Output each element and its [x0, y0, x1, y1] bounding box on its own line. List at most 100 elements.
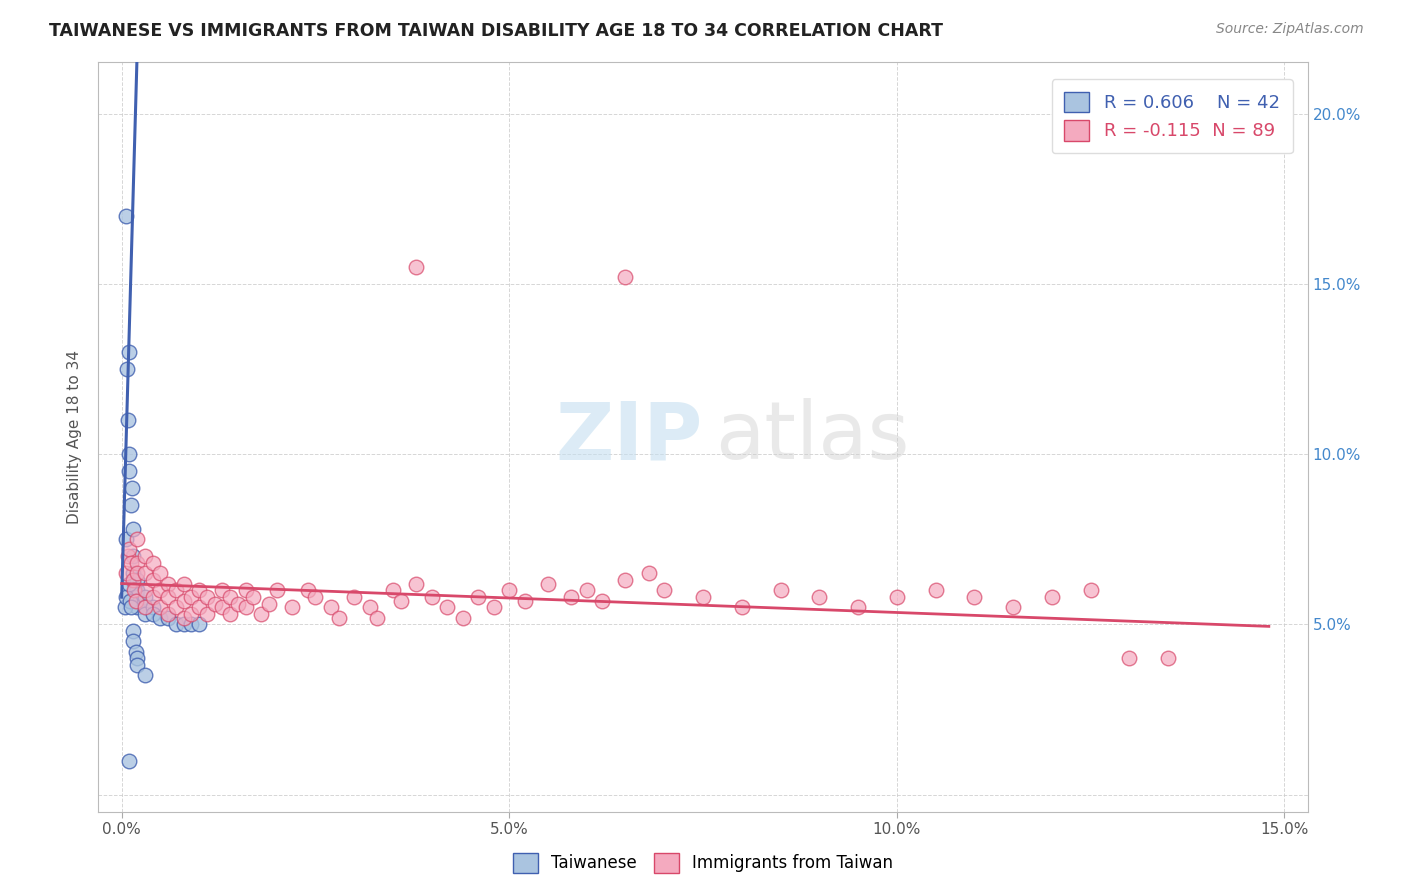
- Point: [127, 600, 149, 615]
- Point: [121, 522, 143, 536]
- Text: ZIP: ZIP: [555, 398, 703, 476]
- Point: [120, 498, 142, 512]
- Point: [134, 600, 156, 615]
- Point: [149, 600, 172, 615]
- Point: [614, 573, 637, 587]
- Text: Source: ZipAtlas.com: Source: ZipAtlas.com: [1216, 22, 1364, 37]
- Point: [204, 597, 226, 611]
- Point: [297, 583, 319, 598]
- Point: [188, 617, 211, 632]
- Point: [328, 610, 350, 624]
- Point: [127, 556, 149, 570]
- Point: [165, 617, 187, 632]
- Point: [157, 610, 180, 624]
- Point: [1002, 600, 1025, 615]
- Point: [124, 583, 146, 598]
- Point: [134, 549, 156, 564]
- Point: [134, 668, 156, 682]
- Point: [405, 576, 427, 591]
- Point: [120, 593, 142, 607]
- Point: [250, 607, 273, 622]
- Point: [924, 583, 946, 598]
- Point: [114, 566, 136, 581]
- Point: [537, 576, 560, 591]
- Point: [157, 607, 180, 622]
- Point: [281, 600, 304, 615]
- Point: [808, 590, 831, 604]
- Point: [142, 556, 165, 570]
- Point: [381, 583, 404, 598]
- Point: [142, 600, 165, 615]
- Point: [127, 658, 149, 673]
- Point: [257, 597, 280, 611]
- Point: [173, 576, 195, 591]
- Point: [120, 556, 142, 570]
- Point: [120, 600, 142, 615]
- Point: [366, 610, 388, 624]
- Point: [127, 583, 149, 598]
- Point: [157, 576, 180, 591]
- Point: [304, 590, 326, 604]
- Point: [118, 464, 141, 478]
- Point: [142, 590, 165, 604]
- Legend: Taiwanese, Immigrants from Taiwan: Taiwanese, Immigrants from Taiwan: [506, 847, 900, 880]
- Point: [614, 270, 637, 285]
- Point: [405, 260, 427, 274]
- Point: [122, 566, 145, 581]
- Point: [173, 617, 195, 632]
- Point: [498, 583, 520, 598]
- Point: [127, 651, 149, 665]
- Point: [180, 590, 202, 604]
- Point: [451, 610, 474, 624]
- Point: [121, 481, 143, 495]
- Point: [211, 600, 233, 615]
- Legend: R = 0.606    N = 42, R = -0.115  N = 89: R = 0.606 N = 42, R = -0.115 N = 89: [1052, 79, 1292, 153]
- Point: [115, 362, 138, 376]
- Point: [886, 590, 908, 604]
- Point: [149, 583, 172, 598]
- Point: [575, 583, 598, 598]
- Point: [134, 590, 156, 604]
- Point: [127, 566, 149, 581]
- Point: [211, 583, 233, 598]
- Point: [195, 590, 218, 604]
- Point: [467, 590, 489, 604]
- Point: [134, 566, 156, 581]
- Point: [118, 345, 141, 359]
- Point: [122, 549, 145, 564]
- Point: [1040, 590, 1063, 604]
- Point: [118, 542, 141, 557]
- Point: [149, 610, 172, 624]
- Point: [157, 590, 180, 604]
- Point: [482, 600, 505, 615]
- Text: atlas: atlas: [716, 398, 910, 476]
- Point: [591, 593, 613, 607]
- Point: [142, 573, 165, 587]
- Text: TAIWANESE VS IMMIGRANTS FROM TAIWAN DISABILITY AGE 18 TO 34 CORRELATION CHART: TAIWANESE VS IMMIGRANTS FROM TAIWAN DISA…: [49, 22, 943, 40]
- Point: [149, 566, 172, 581]
- Point: [219, 590, 242, 604]
- Point: [117, 413, 139, 427]
- Point: [731, 600, 754, 615]
- Point: [134, 600, 156, 615]
- Point: [692, 590, 714, 604]
- Point: [114, 209, 136, 223]
- Point: [122, 573, 145, 587]
- Point: [420, 590, 443, 604]
- Point: [219, 607, 242, 622]
- Point: [188, 583, 211, 598]
- Point: [769, 583, 792, 598]
- Point: [127, 533, 149, 547]
- Point: [188, 600, 211, 615]
- Point: [195, 607, 218, 622]
- Point: [266, 583, 288, 598]
- Point: [117, 549, 139, 564]
- Point: [180, 617, 202, 632]
- Point: [142, 607, 165, 622]
- Y-axis label: Disability Age 18 to 34: Disability Age 18 to 34: [67, 350, 83, 524]
- Point: [242, 590, 264, 604]
- Point: [122, 576, 145, 591]
- Point: [226, 597, 249, 611]
- Point: [436, 600, 458, 615]
- Point: [389, 593, 412, 607]
